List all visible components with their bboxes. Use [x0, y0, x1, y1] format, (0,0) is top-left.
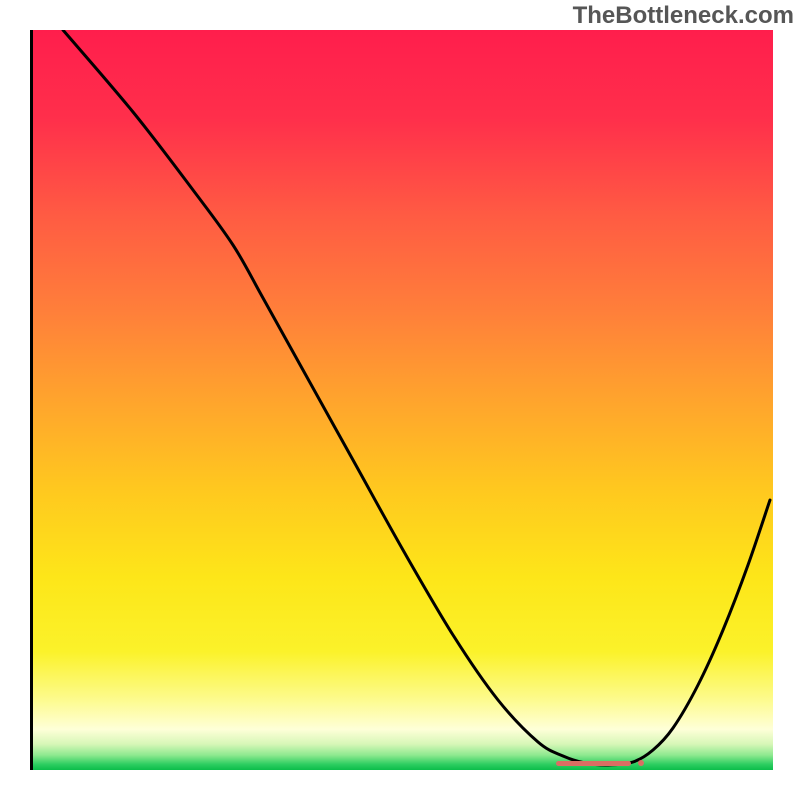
background-gradient [33, 30, 773, 770]
valley-marker-dot [638, 760, 644, 766]
watermark-text: TheBottleneck.com [573, 2, 794, 30]
plot-area [30, 30, 770, 770]
valley-marker-segment [556, 761, 631, 766]
chart-root: TheBottleneck.com [0, 0, 800, 800]
